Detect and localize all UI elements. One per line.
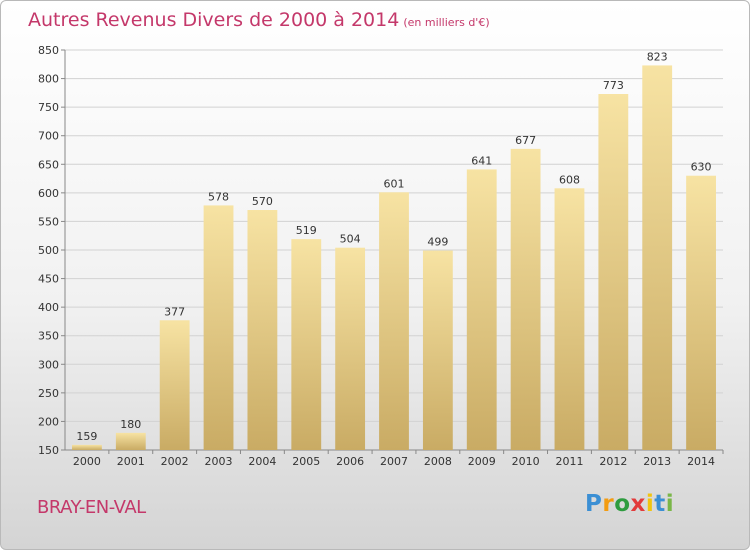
bars [72, 65, 716, 451]
data-label: 677 [515, 134, 536, 147]
x-tick-label: 2012 [599, 455, 627, 468]
x-tick-label: 2008 [424, 455, 452, 468]
x-tick-label: 2001 [117, 455, 145, 468]
data-label: 608 [559, 173, 580, 186]
data-label: 570 [252, 195, 273, 208]
y-tick-label: 800 [38, 73, 59, 86]
x-tick-label: 2014 [687, 455, 715, 468]
bar [72, 444, 102, 450]
y-tick-label: 600 [38, 187, 59, 200]
data-label: 159 [76, 430, 97, 443]
bar [554, 188, 585, 451]
y-tick-label: 850 [38, 44, 59, 57]
logo-letter: r [602, 491, 615, 517]
y-tick-label: 250 [38, 387, 59, 400]
logo-letter: x [630, 491, 646, 517]
y-tick-label: 200 [38, 415, 59, 428]
chart-title: Autres Revenus Divers de 2000 à 2014 (en … [28, 9, 490, 31]
bar [247, 210, 278, 450]
data-label: 578 [208, 190, 229, 203]
x-tick-label: 2009 [468, 455, 496, 468]
y-tick-label: 700 [38, 130, 59, 143]
bar [510, 148, 541, 450]
data-label: 180 [120, 418, 141, 431]
bar [335, 247, 366, 450]
y-tick-label: 300 [38, 358, 59, 371]
bar [422, 250, 453, 450]
bar [466, 169, 497, 450]
y-tick-label: 150 [38, 444, 59, 457]
data-label: 601 [384, 177, 405, 190]
x-tick-label: 2000 [73, 455, 101, 468]
x-tick-label: 2013 [643, 455, 671, 468]
y-tick-label: 450 [38, 273, 59, 286]
data-label: 823 [647, 50, 668, 63]
data-label: 519 [296, 224, 317, 237]
x-tick-label: 2006 [336, 455, 364, 468]
proxiti-logo: Proxiti [585, 491, 674, 517]
data-label: 641 [471, 154, 492, 167]
x-tick-label: 2005 [292, 455, 320, 468]
logo-letter: i [665, 491, 675, 517]
bar [291, 239, 322, 450]
logo-letter: i [645, 491, 655, 517]
y-tick-label: 750 [38, 101, 59, 114]
logo-letter: o [614, 491, 631, 517]
y-tick-label: 650 [38, 158, 59, 171]
y-tick-label: 500 [38, 244, 59, 257]
bar [642, 65, 673, 450]
logo-letter: t [654, 491, 666, 517]
x-tick-label: 2002 [161, 455, 189, 468]
data-label: 499 [427, 236, 448, 249]
data-label: 377 [164, 305, 185, 318]
x-tick-label: 2007 [380, 455, 408, 468]
data-label: 504 [340, 233, 361, 246]
x-tick-label: 2003 [205, 455, 233, 468]
x-tick-label: 2004 [248, 455, 276, 468]
x-tick-label: 2010 [512, 455, 540, 468]
x-tick-label: 2011 [555, 455, 583, 468]
location-label: BRAY-EN-VAL [37, 497, 146, 518]
labels: 150 200 250 300 350 400 450 500 550 600 650 700 750 8… [38, 44, 715, 468]
data-label: 773 [603, 79, 624, 92]
data-label: 630 [691, 161, 712, 174]
bar [379, 192, 409, 451]
y-tick-label: 400 [38, 301, 59, 314]
chart-title-text: Autres Revenus Divers de 2000 à 2014 [28, 9, 400, 31]
bar [686, 175, 716, 450]
y-tick-label: 350 [38, 330, 59, 343]
logo-letter: P [585, 491, 603, 517]
bar [115, 432, 146, 450]
chart-unit-label: (en milliers d'€) [403, 16, 490, 29]
bar [598, 94, 629, 450]
bar [203, 205, 234, 450]
bar [159, 320, 190, 450]
y-tick-label: 550 [38, 215, 59, 228]
